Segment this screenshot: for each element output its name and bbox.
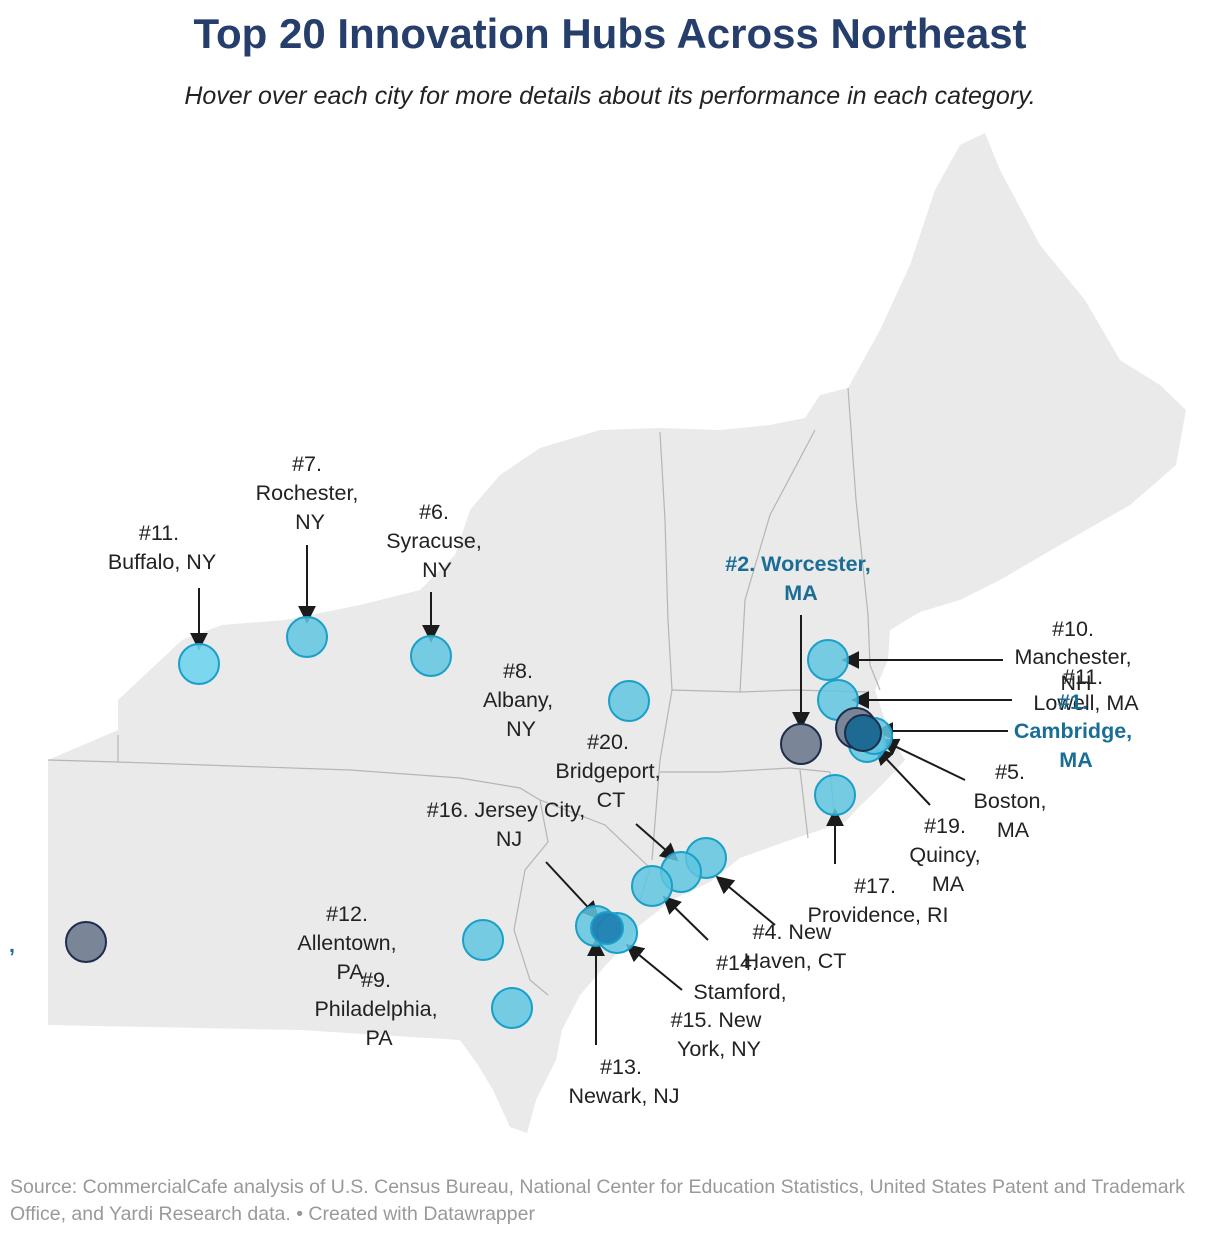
label-new-york: #15. New York, NY: [671, 1008, 768, 1061]
marker-syracuse[interactable]: [410, 635, 452, 677]
label-newark: #13. Newark, NJ: [568, 1055, 679, 1108]
credit-note[interactable]: • Created with Datawrapper: [296, 1203, 535, 1225]
northeast-landmass: [48, 133, 1186, 1133]
stray-label: ,: [9, 933, 15, 957]
marker-buffalo[interactable]: [178, 643, 220, 685]
label-quincy: #19. Quincy, MA: [909, 814, 986, 896]
label-cambridge: #1. Cambridge, MA: [1014, 690, 1138, 772]
city-labels: , #11. Buffalo, NY #7. Rochester, NY #6.…: [9, 452, 1139, 1108]
label-syracuse: #6. Syracuse, NY: [386, 500, 488, 582]
label-worcester: #2. Worcester, MA: [725, 552, 876, 605]
arrow-stamford: [662, 895, 709, 941]
label-lowell: #11. Lowell, MA: [1033, 665, 1139, 715]
arrow-bridgeport: [635, 823, 679, 862]
marker-stamford[interactable]: [631, 865, 673, 907]
label-philadelphia: #9. Philadelphia, PA: [314, 968, 443, 1050]
arrow-quincy: [874, 746, 931, 806]
marker-philadelphia[interactable]: [491, 987, 533, 1029]
city-markers: [65, 616, 893, 1029]
label-providence: #17. Providence, RI: [807, 874, 948, 927]
label-rochester: #7. Rochester, NY: [256, 452, 365, 534]
label-bridgeport: #20. Bridgeport, CT: [555, 730, 666, 812]
marker-albany[interactable]: [608, 680, 650, 722]
label-allentown: #12. Allentown, PA: [297, 902, 402, 984]
arrow-newhaven: [715, 875, 776, 926]
marker-allentown[interactable]: [462, 919, 504, 961]
source-note: Source: CommercialCafe analysis of U.S. …: [10, 1176, 1185, 1225]
arrow-boston: [880, 738, 966, 781]
marker-pittsburgh[interactable]: [65, 921, 107, 963]
label-boston: #5. Boston, MA: [974, 760, 1053, 842]
label-buffalo: #11. Buffalo, NY: [108, 521, 216, 574]
marker-worcester[interactable]: [780, 723, 822, 765]
callout-arrows: [190, 545, 1012, 1045]
marker-cambridge[interactable]: [844, 714, 882, 752]
marker-jersey-city[interactable]: [590, 911, 624, 945]
chart-footer: Source: CommercialCafe analysis of U.S. …: [10, 1174, 1215, 1228]
label-manchester: #10. Manchester, NH: [1014, 617, 1137, 695]
label-jersey-city: #16. Jersey City, NJ: [427, 798, 592, 851]
chart-subtitle: Hover over each city for more details ab…: [184, 82, 1036, 110]
marker-manchester[interactable]: [807, 639, 849, 681]
chart-title: Top 20 Innovation Hubs Across Northeast: [193, 10, 1027, 57]
arrow-newyork: [625, 943, 683, 991]
marker-rochester[interactable]: [286, 616, 328, 658]
marker-providence[interactable]: [814, 774, 856, 816]
label-albany: #8. Albany, NY: [483, 659, 559, 741]
label-stamford: #14. Stamford,: [693, 951, 786, 1004]
label-new-haven: #4. New Haven, CT: [744, 920, 847, 973]
state-borders: [47, 387, 881, 996]
